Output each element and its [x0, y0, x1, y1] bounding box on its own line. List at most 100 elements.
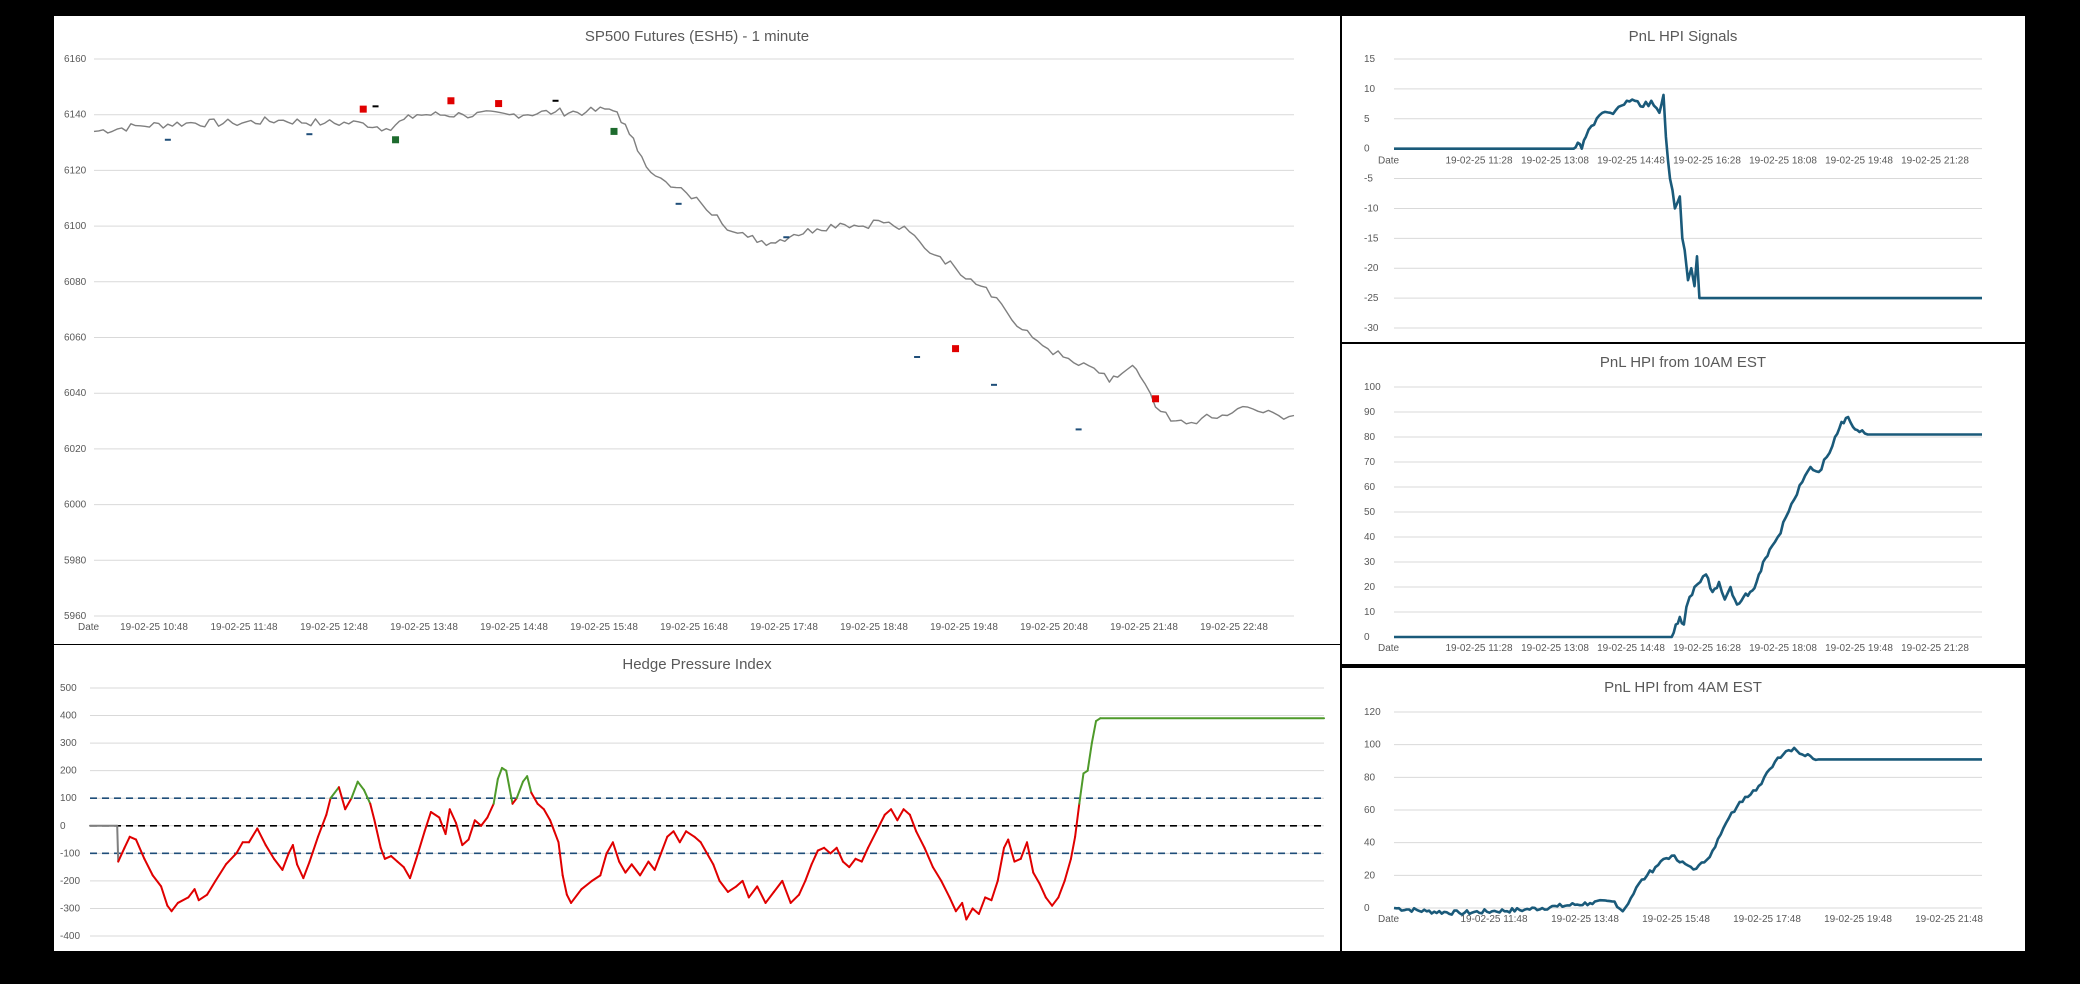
- hpi-segment: [854, 857, 863, 863]
- hpi-segment: [1026, 841, 1035, 874]
- hpi-segment: [448, 808, 458, 825]
- hpi-segment: [1038, 882, 1047, 899]
- hpi-chart: Hedge Pressure Index -400 -300 -200 -100 0 10…: [60, 656, 1325, 942]
- hpi-segment: [867, 830, 878, 849]
- x-tick-label: 19-02-25 20:48: [1020, 622, 1088, 633]
- y-tick-label: -100: [60, 848, 80, 859]
- x-axis-title: Date: [1378, 643, 1400, 654]
- hpi-segment: [264, 844, 276, 860]
- hpi-chart-panel: Hedge Pressure Index -400 -300 -200 -100 0 10…: [54, 645, 1340, 951]
- hpi-segment: [685, 830, 696, 838]
- x-tick-label: 19-02-25 10:48: [120, 622, 188, 633]
- hpi-segment: [273, 857, 284, 871]
- hpi-segment: [1044, 896, 1054, 907]
- hpi-segment: [772, 879, 784, 893]
- x-tick-label: 19-02-25 21:48: [1915, 914, 1983, 925]
- hpi-segment: [823, 846, 832, 855]
- x-tick-label: 19-02-25 14:48: [1597, 643, 1665, 654]
- hpi-segment: [971, 907, 980, 915]
- hpi-segment: [1086, 742, 1093, 772]
- hpi-segment: [461, 838, 470, 847]
- y-tick-label: -30: [1364, 323, 1379, 334]
- pnl-4am-panel: PnL HPI from 4AM EST 0 20 40 60 80 100 120 Date…: [1342, 668, 2025, 951]
- hpi-segment: [247, 827, 259, 844]
- signal-marker-green: [392, 136, 400, 144]
- hpi-segment: [896, 808, 905, 822]
- hpi-segment: [699, 841, 708, 855]
- y-tick-label: 50: [1364, 507, 1376, 518]
- hpi-segment: [256, 827, 267, 847]
- hpi-segment: [1078, 772, 1085, 805]
- x-axis-title: Date: [78, 622, 100, 633]
- hpi-segment: [810, 849, 819, 866]
- hpi-segment: [647, 860, 656, 871]
- y-tick-label: 10: [1364, 607, 1376, 618]
- y-tick-label: 120: [1364, 707, 1381, 718]
- hpi-segment: [505, 769, 514, 805]
- y-tick-label: 70: [1364, 457, 1376, 468]
- hpi-segment: [1063, 857, 1072, 882]
- x-tick-label: 19-02-25 22:48: [1200, 622, 1268, 633]
- x-tick-label: 19-02-25 19:48: [930, 622, 998, 633]
- hpi-segment: [624, 863, 633, 874]
- x-tick-label: 19-02-25 12:48: [300, 622, 368, 633]
- hpi-segment: [1032, 871, 1041, 885]
- hpi-segment: [860, 846, 870, 863]
- hpi-segment: [902, 808, 911, 816]
- hpi-segment: [128, 835, 138, 841]
- x-tick-label: 19-02-25 21:28: [1901, 156, 1969, 167]
- y-tick-label: 100: [1364, 382, 1381, 393]
- hpi-segment: [291, 844, 299, 866]
- hpi-chart-title: Hedge Pressure Index: [622, 656, 772, 673]
- pnl-signals-panel: PnL HPI Signals -30 -25 -20 -15 -10 -5 0 5 10 15 D…: [1342, 16, 2025, 342]
- hpi-segment: [931, 866, 943, 882]
- pnl-10am-panel: PnL HPI from 10AM EST 0 10 20 30 40 50 60 70 80 9…: [1342, 344, 2025, 664]
- pnl-4am-chart: PnL HPI from 4AM EST 0 20 40 60 80 100 120 Date…: [1364, 679, 1983, 925]
- hpi-segment: [653, 852, 662, 871]
- x-tick-label: 19-02-25 21:48: [1110, 622, 1178, 633]
- hpi-segment: [883, 808, 893, 816]
- x-tick-label: 19-02-25 21:28: [1901, 643, 1969, 654]
- x-tick-label: 19-02-25 16:48: [660, 622, 728, 633]
- hpi-segment: [829, 846, 838, 855]
- hpi-segment: [344, 797, 353, 811]
- hpi-segment: [1057, 879, 1066, 899]
- hpi-segment: [116, 824, 120, 863]
- hpi-segment: [1051, 896, 1060, 907]
- pnl-signals-chart: PnL HPI Signals -30 -25 -20 -15 -10 -5 0 5 10 15 D…: [1364, 28, 1982, 334]
- y-tick-label: 300: [60, 738, 77, 749]
- y-tick-label: 5: [1364, 114, 1370, 125]
- pnl-10am-chart: PnL HPI from 10AM EST 0 10 20 30 40 50 60 70 80 9…: [1364, 354, 1982, 654]
- hpi-segment: [438, 816, 447, 836]
- x-tick-label: 19-02-25 19:48: [1824, 914, 1892, 925]
- hpi-segment: [706, 852, 715, 866]
- hpi-segment: [135, 838, 146, 860]
- hpi-segment: [224, 852, 238, 866]
- y-tick-label: 0: [1364, 903, 1370, 914]
- hpi-segment: [804, 863, 813, 882]
- hpi-segment: [781, 879, 792, 904]
- hpi-segment: [553, 830, 560, 844]
- hpi-segment: [536, 802, 545, 811]
- hpi-segment: [308, 835, 319, 863]
- hpi-segment: [630, 863, 642, 877]
- y-tick-label: -15: [1364, 233, 1379, 244]
- hpi-segment: [848, 857, 857, 869]
- hpi-segment: [996, 846, 1005, 882]
- y-tick-label: 6140: [64, 110, 87, 121]
- x-tick-label: 19-02-25 18:08: [1749, 643, 1817, 654]
- y-tick-label: 0: [60, 821, 66, 832]
- hpi-segment: [176, 896, 190, 904]
- x-tick-label: 19-02-25 13:08: [1521, 643, 1589, 654]
- y-tick-label: 60: [1364, 805, 1376, 816]
- hpi-segment: [379, 846, 386, 860]
- x-tick-label: 19-02-25 13:48: [1551, 914, 1619, 925]
- x-tick-label: 19-02-25 16:28: [1673, 643, 1741, 654]
- hpi-segment: [1007, 838, 1016, 863]
- hpi-segment: [605, 841, 614, 855]
- hpi-segment: [570, 888, 583, 904]
- hpi-segment: [1074, 802, 1081, 838]
- hpi-segment: [672, 830, 681, 844]
- hpi-segment: [678, 830, 688, 844]
- hpi-segment: [726, 885, 738, 893]
